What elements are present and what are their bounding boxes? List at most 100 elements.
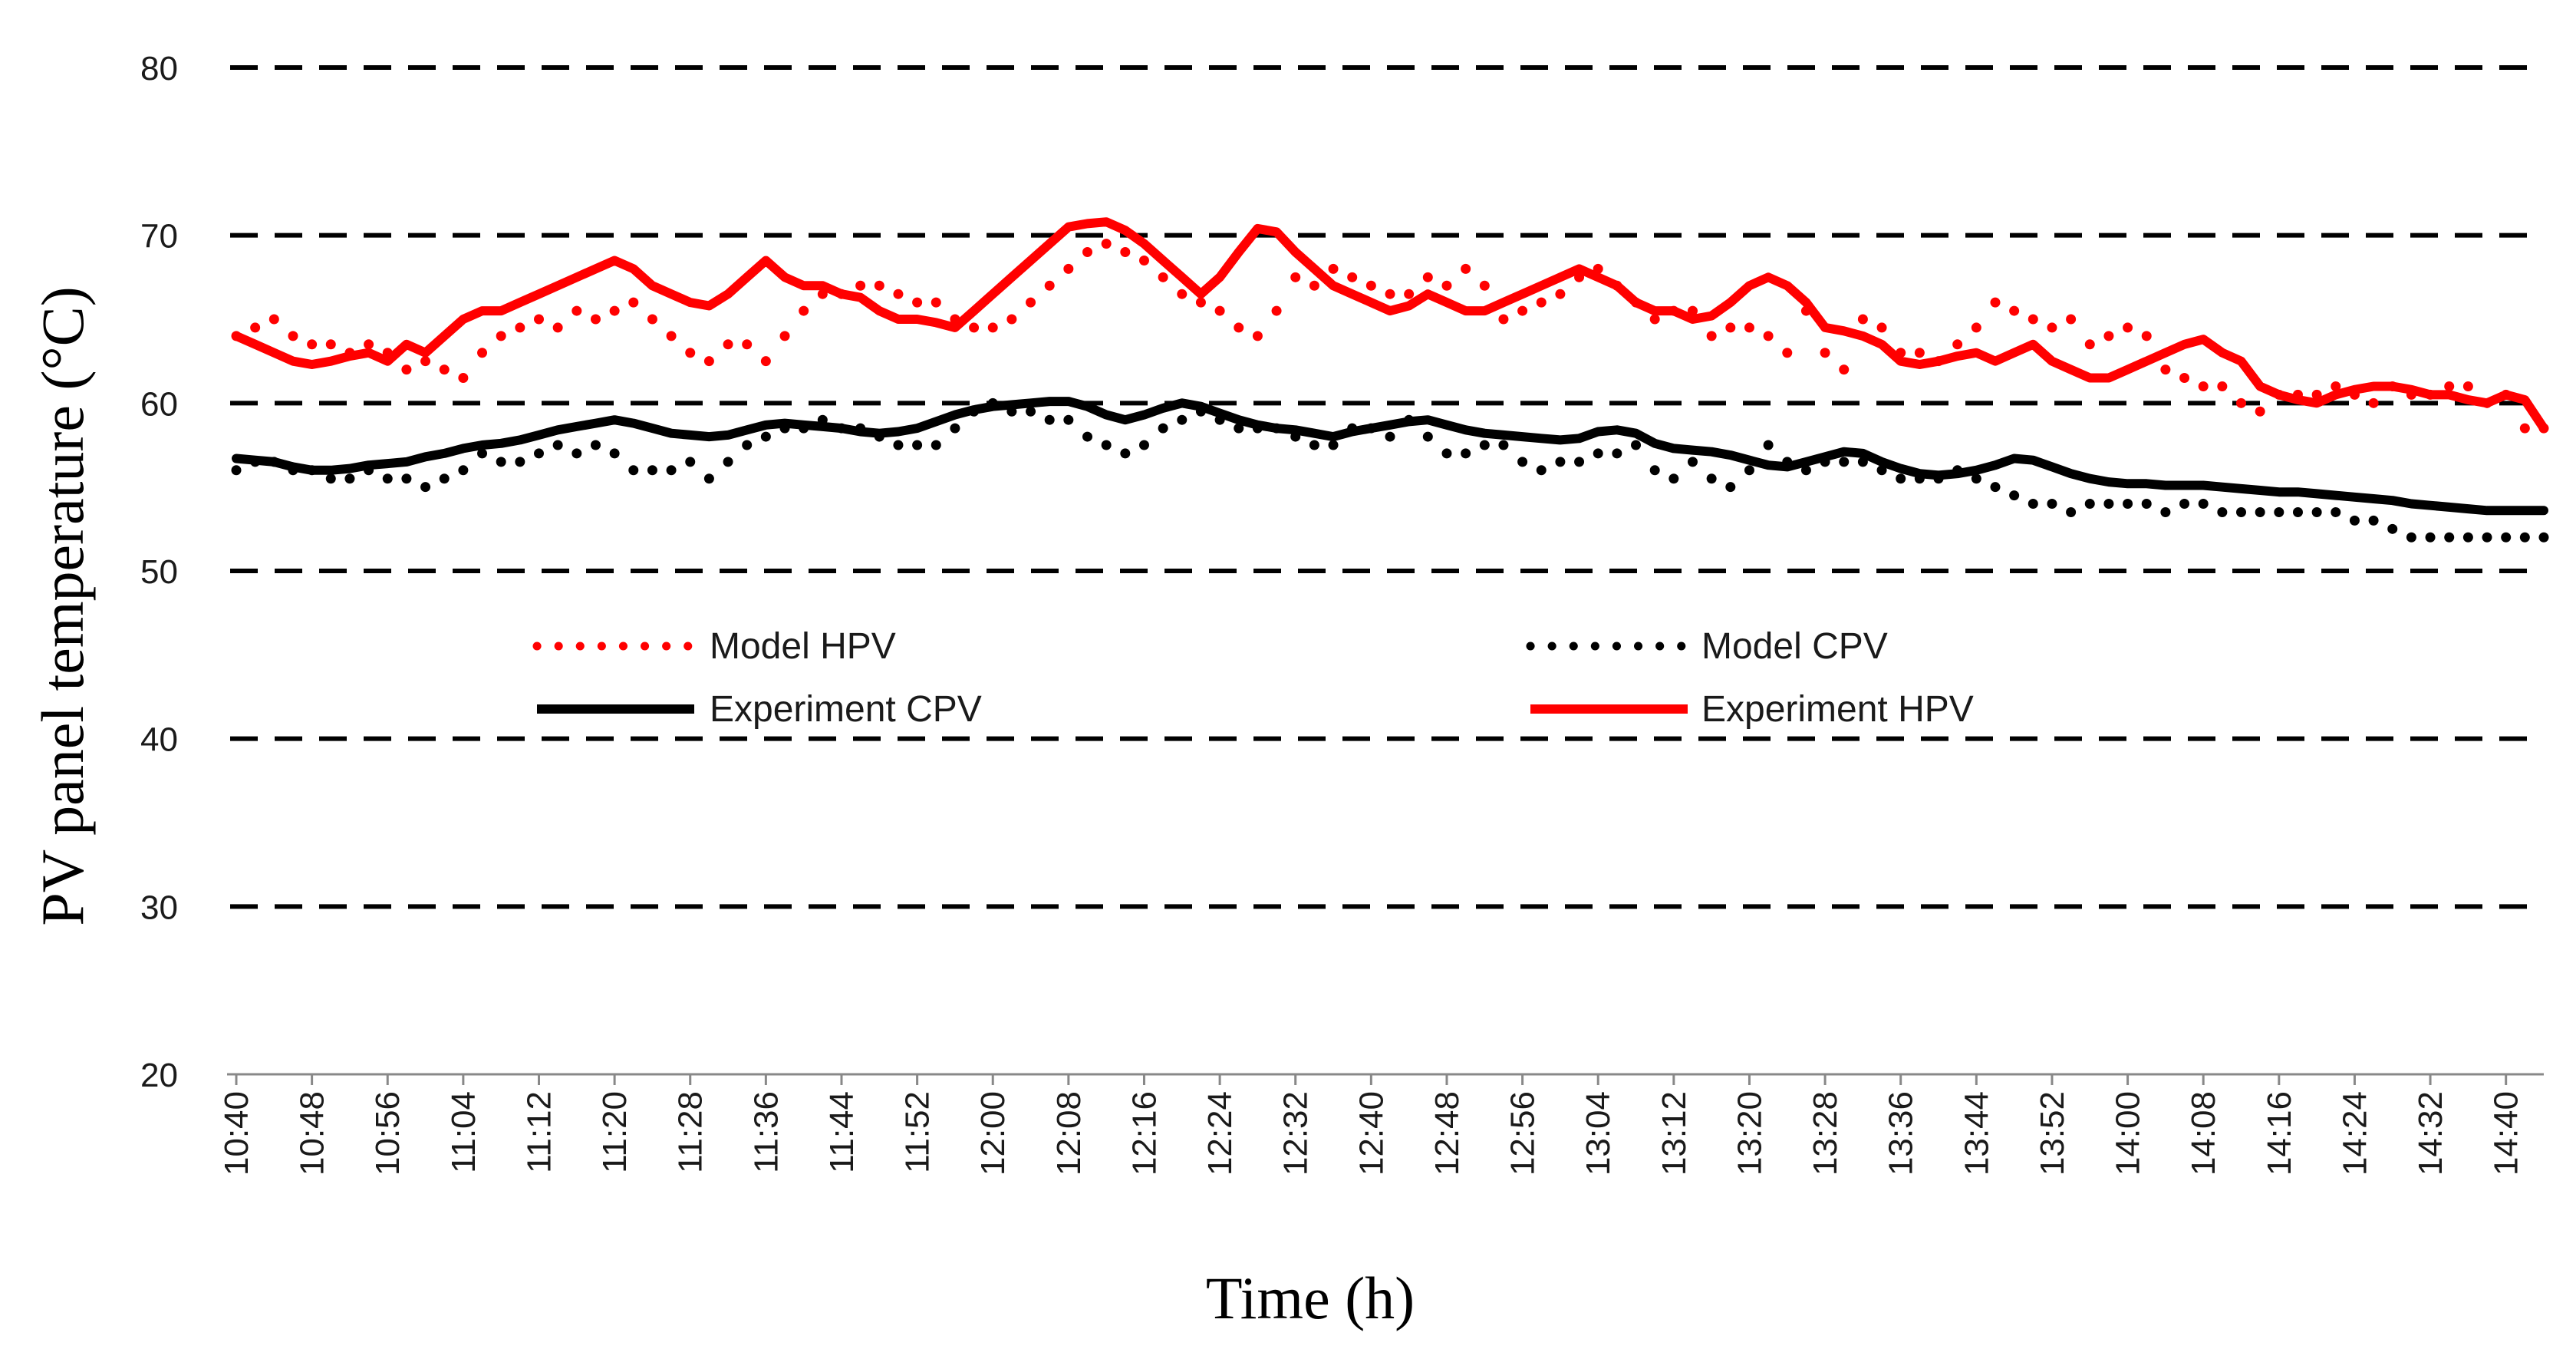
model-hpv-point <box>1952 339 1963 350</box>
x-tick-label: 13:52 <box>2034 1091 2071 1176</box>
model-hpv-point <box>1120 247 1131 258</box>
model-cpv-point <box>1820 457 1830 467</box>
model-hpv-point <box>1574 272 1585 282</box>
model-hpv-point <box>855 280 866 291</box>
model-cpv-point <box>1441 448 1452 459</box>
legend: Model HPV Model CPV Experiment CPV Exper… <box>532 626 1974 730</box>
model-cpv-point <box>344 473 355 484</box>
model-cpv-point <box>1971 473 1981 484</box>
model-cpv-point <box>1517 457 1528 467</box>
model-hpv-point <box>2292 389 2303 400</box>
model-hpv-point <box>1668 305 1679 316</box>
model-cpv-point <box>1214 414 1225 425</box>
model-cpv-point <box>2028 499 2038 510</box>
model-cpv-point <box>1744 465 1754 476</box>
model-cpv-point <box>552 440 563 450</box>
model-cpv-point <box>1252 423 1263 434</box>
model-hpv-point <box>1763 331 1774 341</box>
model-hpv-point <box>572 305 582 316</box>
model-hpv-point <box>1195 297 1206 308</box>
model-hpv-point <box>2349 389 2360 400</box>
model-hpv-point <box>1744 322 1754 333</box>
model-cpv-point <box>250 457 261 467</box>
x-tick-label: 14:16 <box>2261 1091 2298 1176</box>
model-hpv-point <box>1896 348 1906 358</box>
model-cpv-point <box>855 423 866 434</box>
model-cpv-point <box>1177 414 1188 425</box>
model-cpv-point <box>1990 482 2001 493</box>
model-hpv-point <box>628 297 639 308</box>
model-cpv-point <box>2387 523 2398 534</box>
model-cpv-point <box>1385 431 1395 442</box>
model-cpv-point <box>1479 440 1490 450</box>
model-hpv-point <box>987 322 998 333</box>
model-cpv-point <box>1082 431 1093 442</box>
model-cpv-point <box>364 465 374 476</box>
model-cpv-point <box>1952 465 1963 476</box>
model-cpv-point <box>779 423 790 434</box>
model-cpv-point <box>1006 406 1017 417</box>
model-cpv-point <box>2084 499 2095 510</box>
model-hpv-point <box>1026 297 1036 308</box>
model-cpv-point <box>288 465 298 476</box>
model-hpv-point <box>1612 280 1622 291</box>
model-cpv-point <box>1555 457 1566 467</box>
model-cpv-point <box>1593 448 1603 459</box>
model-hpv-point <box>1706 331 1717 341</box>
model-hpv-point <box>1971 322 1981 333</box>
model-hpv-point <box>2501 389 2512 400</box>
model-hpv-point <box>2425 389 2436 400</box>
model-cpv-point <box>609 448 620 459</box>
x-tick-label: 10:40 <box>218 1091 255 1176</box>
model-cpv-point <box>1498 440 1509 450</box>
legend-model-hpv-label: Model HPV <box>710 626 896 667</box>
x-tick-label: 12:00 <box>974 1091 1012 1176</box>
x-tick-label: 12:40 <box>1352 1091 1390 1176</box>
model-hpv-point <box>1138 255 1149 266</box>
model-hpv-point <box>1725 322 1736 333</box>
model-cpv-point <box>1914 473 1925 484</box>
x-tick-label: 11:44 <box>823 1091 861 1173</box>
model-hpv-point <box>1082 247 1093 258</box>
x-tick-label: 11:28 <box>672 1091 710 1173</box>
model-cpv-point <box>1063 414 1074 425</box>
model-hpv-point <box>2406 389 2416 400</box>
model-hpv-point <box>1876 322 1887 333</box>
model-cpv-point <box>2444 532 2455 543</box>
model-cpv-point <box>1309 440 1319 450</box>
model-hpv-point <box>515 322 525 333</box>
model-cpv-point <box>533 448 544 459</box>
model-cpv-point <box>1026 406 1036 417</box>
x-tick-label: 14:32 <box>2412 1091 2449 1176</box>
model-hpv-point <box>685 348 696 358</box>
model-hpv-point <box>2028 314 2038 325</box>
model-cpv-point <box>1044 414 1055 425</box>
x-tick-label: 13:20 <box>1731 1091 1768 1176</box>
model-cpv-point <box>1631 440 1642 450</box>
model-cpv-point <box>2141 499 2152 510</box>
model-cpv-point <box>2123 499 2133 510</box>
model-cpv-point <box>1404 414 1415 425</box>
model-cpv-point <box>2047 499 2057 510</box>
model-cpv-point <box>2406 532 2416 543</box>
y-tick-label: 20 <box>140 1057 178 1094</box>
x-tick-label: 14:24 <box>2336 1091 2373 1176</box>
y-tick-label: 70 <box>140 218 178 256</box>
model-hpv-point <box>2311 389 2322 400</box>
model-cpv-point <box>703 473 714 484</box>
y-tick-label: 80 <box>140 50 178 87</box>
model-cpv-point <box>1668 473 1679 484</box>
model-cpv-point <box>742 440 753 450</box>
model-hpv-point <box>2274 389 2284 400</box>
model-hpv-point <box>2519 423 2530 434</box>
model-hpv-point <box>1063 263 1074 274</box>
model-cpv-point <box>912 440 923 450</box>
model-hpv-point <box>2236 397 2247 408</box>
model-cpv-point <box>439 473 450 484</box>
model-cpv-point <box>1839 457 1850 467</box>
model-hpv-point <box>779 331 790 341</box>
x-tick-label: 14:00 <box>2110 1091 2147 1176</box>
model-cpv-point <box>2274 506 2284 517</box>
model-hpv-point <box>2047 322 2057 333</box>
